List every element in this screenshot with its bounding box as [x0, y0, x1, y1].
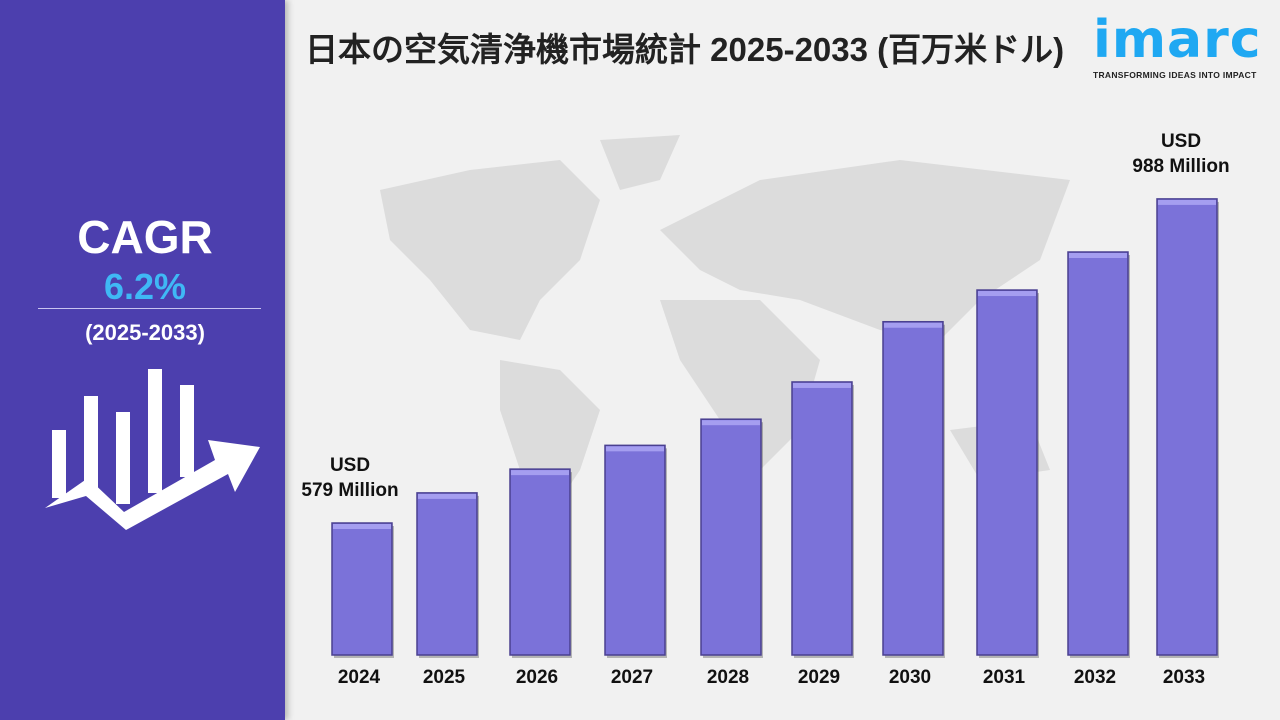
x-tick-label: 2029 [798, 667, 840, 688]
bar-2028 [700, 418, 762, 656]
bar-2027 [604, 444, 666, 656]
cagr-label: CAGR [77, 211, 213, 263]
cagr-value: 6.2% [103, 266, 187, 307]
x-tick-label: 2032 [1074, 667, 1116, 688]
x-tick-label: 2026 [516, 667, 558, 688]
data-label: USD [1161, 131, 1201, 152]
bar-2026 [509, 468, 571, 656]
cagr-period: (2025-2033) [85, 320, 205, 345]
data-label: USD [330, 455, 370, 476]
page-title: 日本の空気清浄機市場統計 2025-2033 (百万米ドル) [305, 31, 1065, 68]
bar-2031 [976, 289, 1038, 656]
bar-chart-growth-arrow-icon [45, 369, 260, 530]
cagr-sidebar: CAGR 6.2% (2025-2033) [0, 0, 285, 720]
imarc-logo: imarc TRANSFORMING IDEAS INTO IMPACT [1093, 10, 1268, 80]
divider [38, 308, 261, 309]
x-tick-label: 2031 [983, 667, 1026, 688]
x-tick-label: 2027 [611, 667, 653, 688]
bar-2025 [416, 492, 478, 656]
bar-2033 [1156, 198, 1218, 656]
logo-tagline: TRANSFORMING IDEAS INTO IMPACT [1093, 70, 1257, 80]
x-tick-label: 2030 [889, 667, 931, 688]
x-tick-label: 2024 [338, 667, 381, 688]
bar-2030 [882, 320, 944, 656]
data-label: 988 Million [1132, 156, 1229, 177]
world-map-background [380, 135, 1070, 530]
x-tick-label: 2025 [423, 667, 466, 688]
data-label: 579 Million [301, 480, 398, 501]
x-tick-label: 2033 [1163, 667, 1205, 688]
logo-word: imarc [1093, 10, 1262, 70]
bar-2029 [791, 381, 853, 656]
bar-2032 [1067, 251, 1129, 656]
x-tick-label: 2028 [707, 667, 749, 688]
bar-2024 [331, 522, 393, 656]
